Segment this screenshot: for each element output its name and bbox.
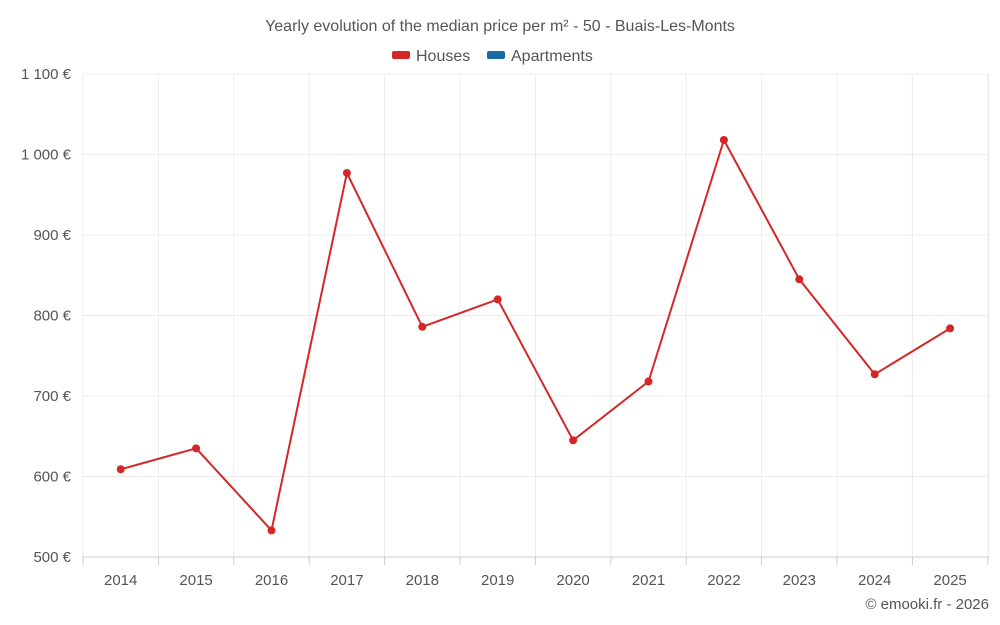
x-tick-label: 2025: [933, 572, 966, 589]
data-point-houses: [569, 436, 578, 445]
data-point-houses: [418, 322, 427, 331]
y-tick-label: 1 000 €: [21, 147, 72, 164]
data-point-houses: [644, 377, 653, 386]
legend-swatch-houses: [392, 51, 410, 59]
legend-item-houses[interactable]: Houses: [392, 48, 470, 65]
x-tick-label: 2022: [707, 572, 740, 589]
y-tick-label: 1 100 €: [21, 66, 72, 83]
x-tick-label: 2021: [632, 572, 665, 589]
chart-title: Yearly evolution of the median price per…: [265, 18, 735, 35]
data-point-houses: [946, 324, 955, 333]
x-tick-label: 2014: [104, 572, 137, 589]
x-tick-label: 2017: [330, 572, 363, 589]
data-point-houses: [795, 275, 804, 284]
x-tick-label: 2018: [406, 572, 439, 589]
y-tick-label: 500 €: [33, 549, 71, 566]
data-point-houses: [267, 526, 276, 535]
legend-label-houses: Houses: [416, 48, 470, 65]
legend: Houses Apartments: [392, 48, 593, 65]
series-line-houses: [120, 139, 951, 532]
data-point-houses: [719, 136, 728, 145]
x-tick-label: 2020: [556, 572, 589, 589]
data-point-houses: [116, 465, 125, 474]
series-houses: [116, 136, 955, 535]
x-tick-label: 2023: [783, 572, 816, 589]
legend-label-apartments: Apartments: [511, 48, 593, 65]
legend-item-apartments[interactable]: Apartments: [487, 48, 593, 65]
data-point-houses: [870, 370, 879, 379]
axes: 500 € 600 € 700 € 800 € 900 € 1 000 € 1 100 € 2…: [21, 66, 989, 589]
data-point-houses: [493, 295, 502, 304]
x-tick-label: 2016: [255, 572, 288, 589]
y-tick-label: 700 €: [33, 388, 71, 405]
x-tick-label: 2015: [179, 572, 212, 589]
x-tick-label: 2024: [858, 572, 891, 589]
data-point-houses: [342, 169, 351, 178]
x-tick-label: 2019: [481, 572, 514, 589]
credit-text: © emooki.fr - 2026: [865, 596, 989, 613]
legend-swatch-apartments: [487, 51, 505, 59]
y-tick-label: 900 €: [33, 227, 71, 244]
y-tick-label: 800 €: [33, 308, 71, 325]
y-tick-label: 600 €: [33, 469, 71, 486]
data-point-houses: [192, 444, 201, 453]
grid: [82, 73, 990, 557]
